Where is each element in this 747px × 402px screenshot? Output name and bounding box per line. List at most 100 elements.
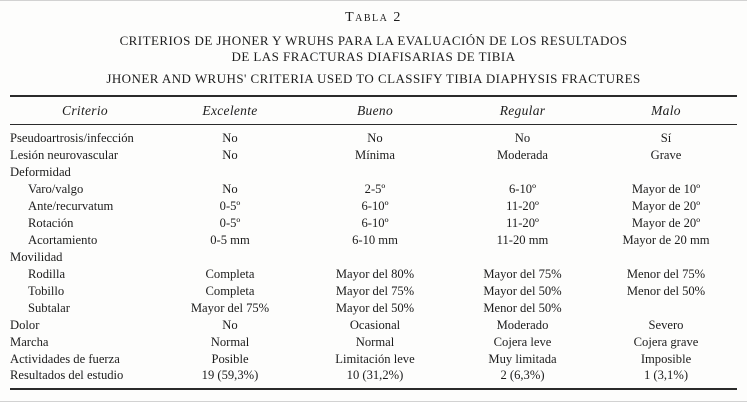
criterion-value: Mayor del 50% [483,283,562,298]
criterion-value: Mayor de 20 mm [622,232,710,247]
column-header-malo: Malo [595,96,737,125]
criterion-value: Menor del 50% [626,283,706,298]
criterion-value: Sí [660,131,672,145]
column-header-criterio: Criterio [10,96,160,125]
criterion-value: Severo [648,317,684,332]
criterion-value: Normal [210,334,250,349]
criterion-value: 11-20º [506,215,539,230]
criterion-value: No [222,317,238,332]
column-header-excelente: Excelente [160,96,300,125]
criterion-value: Moderado [496,317,549,332]
table-row: Dolor No Ocasional Moderado Severo [10,316,737,333]
criterion-value: 6-10º [361,215,389,230]
criterion-value: Completa [205,266,255,281]
criterion-value: Moderada [496,147,549,162]
criteria-table: Criterio Excelente Bueno Regular Malo Ps… [10,95,737,390]
table-row: Marcha Normal Normal Cojera leve Cojera grav… [10,333,737,350]
criterion-label: Acortamiento [28,232,98,247]
criterion-value: 6-10 mm [352,232,398,247]
criterion-value: 11-20 mm [496,232,549,247]
caption-spanish-line2: DE LAS FRACTURAS DIAFISARIAS DE TIBIA [231,48,516,64]
criterion-value [450,163,595,180]
table-row: Pseudoartrosis/infección No No No Sí [10,125,737,147]
criterion-label: Movilidad [10,249,63,264]
criterion-label: Tobillo [28,283,65,298]
table-row: Lesión neurovascular No Mínima Moderada Grav… [10,146,737,163]
criterion-label: Resultados del estudio [10,368,124,382]
caption-spanish-line1: CRITERIOS DE JHONER Y WRUHS PARA LA EVAL… [119,33,628,48]
table-row: Resultados del estudio 19 (59,3%) 10 (31,2… [10,367,737,389]
criterion-label: Ante/recurvatum [28,198,114,213]
criterion-value: Menor del 50% [483,300,562,315]
criterion-label: Subtalar [28,300,70,315]
criterion-value: 0-5º [219,198,241,213]
criterion-value: 0-5 mm [210,232,250,247]
criterion-value: 10 (31,2%) [346,368,404,382]
criterion-value: 0-5º [219,215,241,230]
criterion-value: 11-20º [506,198,539,213]
table-row: Actividades de fuerza Posible Limitación l… [10,350,737,367]
table-row: Rodilla Completa Mayor del 80% Mayor del 75… [10,265,737,282]
table-row: Movilidad [10,248,737,265]
criterion-value: No [222,147,238,162]
table-number: Tabla 2 [345,10,402,25]
criterion-value: Grave [650,147,682,162]
criterion-value: 2-5º [364,181,386,196]
criterion-label: Pseudoartrosis/infección [10,131,134,145]
criterion-value: No [222,131,238,145]
criterion-label: Dolor [10,317,40,332]
criterion-value [450,248,595,265]
criterion-value [300,248,450,265]
criterion-label: Actividades de fuerza [10,351,120,366]
criterion-value: Normal [355,334,395,349]
criterion-value: 6-10º [509,181,536,196]
criterion-value: Mayor del 80% [335,266,415,281]
table-body: Pseudoartrosis/infección No No No Sí Lesión n… [10,125,737,390]
column-header-regular: Regular [450,96,595,125]
criterion-value: Imposible [640,351,692,366]
criterion-value [160,163,300,180]
criterion-value: Mínima [355,147,395,162]
criterion-value: No [367,131,383,145]
criterion-value [300,163,450,180]
criterion-value: No [514,131,531,145]
table-caption: Tabla 2 CRITERIOS DE JHONER Y WRUHS PARA… [0,1,747,87]
table-row: Subtalar Mayor del 75% Mayor del 50% Menor … [10,299,737,316]
criterion-value [160,248,300,265]
criterion-value: 6-10º [361,198,389,213]
criterion-value: Menor del 75% [626,266,706,281]
criterion-value: Mayor del 75% [190,300,270,315]
criterion-value: Mayor de 20º [631,215,701,230]
caption-english: JHONER AND WRUHS' CRITERIA USED TO CLASS… [106,71,641,86]
criterion-value: Posible [211,351,249,366]
criterion-value: Mayor del 75% [335,283,415,298]
criterion-value [595,163,737,180]
criterion-label: Varo/valgo [28,181,84,196]
criterion-value: Cojera leve [493,334,552,349]
criterion-value: Ocasional [349,317,401,332]
table-row: Tobillo Completa Mayor del 75% Mayor del 50… [10,282,737,299]
criterion-value: 19 (59,3%) [201,368,259,382]
criterion-value: Muy limitada [488,351,557,366]
criterion-label: Rodilla [28,266,66,281]
table-row: Rotación 0-5º 6-10º 11-20º Mayor de 20º [10,214,737,231]
table-row: Acortamiento 0-5 mm 6-10 mm 11-20 mm Mayor d… [10,231,737,248]
table-row: Deformidad [10,163,737,180]
criterion-label: Deformidad [10,164,71,179]
criterion-value: Mayor del 50% [335,300,415,315]
criterion-value: Limitación leve [335,351,415,366]
table-row: Varo/valgo No 2-5º 6-10º Mayor de 10º [10,180,737,197]
criterion-value: No [222,181,238,196]
criterion-value: Mayor del 75% [483,266,562,281]
header-row: Criterio Excelente Bueno Regular Malo [10,96,737,125]
criterion-value: Completa [205,283,255,298]
criterion-value: Mayor de 20º [631,198,701,213]
criterion-label: Marcha [10,334,49,349]
criterion-value: 2 (6,3%) [500,368,545,382]
criterion-value: Mayor de 10º [631,181,701,196]
criterion-label: Lesión neurovascular [10,147,119,162]
criterion-value [595,299,737,316]
criterion-value [595,248,737,265]
criterion-value: Cojera grave [633,334,699,349]
